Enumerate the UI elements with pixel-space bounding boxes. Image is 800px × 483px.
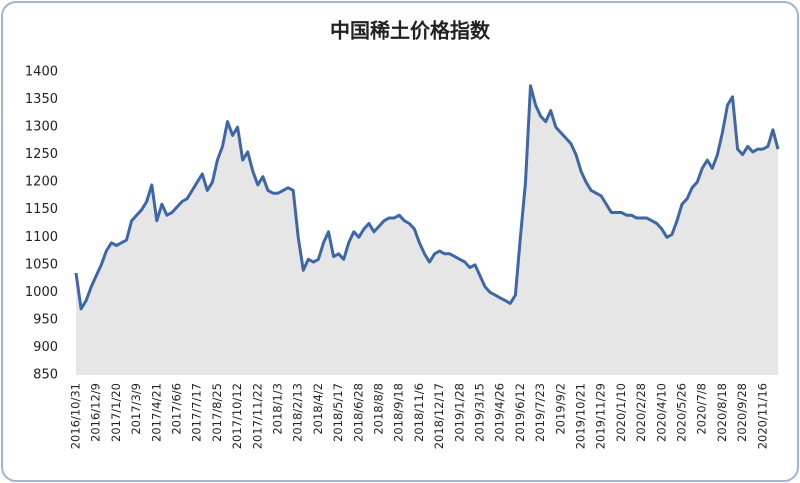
y-tick-label: 1400 [25, 65, 58, 80]
x-tick-label: 2020/8/18 [715, 383, 729, 442]
area [76, 85, 778, 376]
x-tick-label: 2020/1/10 [614, 383, 628, 442]
x-tick-label: 2019/3/15 [473, 383, 487, 442]
x-tick-label: 2018/5/17 [331, 383, 345, 442]
y-tick-label: 1200 [25, 175, 58, 190]
y-tick-label: 1250 [25, 147, 58, 162]
x-tick-label: 2020/5/26 [675, 383, 689, 442]
x-tick-label: 2020/9/28 [735, 383, 749, 442]
x-tick-label: 2016/10/31 [69, 383, 83, 449]
x-tick-label: 2017/10/12 [230, 383, 244, 449]
x-tick-label: 2018/4/2 [311, 383, 325, 435]
y-tick-label: 1150 [25, 202, 58, 217]
x-tick-label: 2017/7/17 [190, 383, 204, 442]
y-tick-label: 950 [33, 312, 58, 327]
y-tick-label: 1300 [25, 120, 58, 135]
y-tick-label: 1050 [25, 257, 58, 272]
x-tick-label: 2018/9/18 [392, 383, 406, 442]
x-tick-label: 2019/9/2 [553, 383, 567, 435]
y-tick-label: 1100 [25, 230, 58, 245]
x-tick-label: 2020/4/10 [654, 383, 668, 442]
x-tick-label: 2019/7/23 [533, 383, 547, 442]
x-tick-label: 2018/8/8 [372, 383, 386, 435]
x-tick-label: 2018/12/17 [432, 383, 446, 449]
chart-title: 中国稀土价格指数 [330, 19, 491, 43]
x-tick-label: 2019/11/29 [594, 383, 608, 449]
x-tick-label: 2016/12/9 [89, 383, 103, 442]
x-tick-label: 2017/4/21 [149, 383, 163, 442]
y-tick-label: 1000 [25, 285, 58, 300]
x-tick-label: 2019/10/21 [574, 383, 588, 449]
x-tick-label: 2019/6/12 [513, 383, 527, 442]
x-tick-label: 2017/6/6 [170, 383, 184, 435]
line [74, 84, 780, 311]
x-tick-label: 2018/6/28 [351, 383, 365, 442]
x-tick-label: 2017/1/20 [109, 383, 123, 442]
y-tick-label: 1350 [25, 92, 58, 107]
x-tick-label: 2019/1/28 [452, 383, 466, 442]
x-tick-label: 2020/11/16 [755, 383, 769, 449]
x-tick-label: 2019/4/26 [493, 383, 507, 442]
y-tick-label: 850 [33, 368, 58, 383]
x-tick-label: 2017/3/9 [129, 383, 143, 435]
x-tick-label: 2020/2/28 [634, 383, 648, 442]
x-tick-label: 2017/8/25 [210, 383, 224, 442]
x-tick-label: 2017/11/22 [250, 383, 264, 449]
x-tick-label: 2020/7/8 [695, 383, 709, 435]
y-tick-label: 900 [33, 340, 58, 355]
x-tick-label: 2018/2/13 [291, 383, 305, 442]
x-tick-label: 2018/11/6 [412, 383, 426, 442]
x-tick-label: 2018/1/3 [271, 383, 285, 435]
